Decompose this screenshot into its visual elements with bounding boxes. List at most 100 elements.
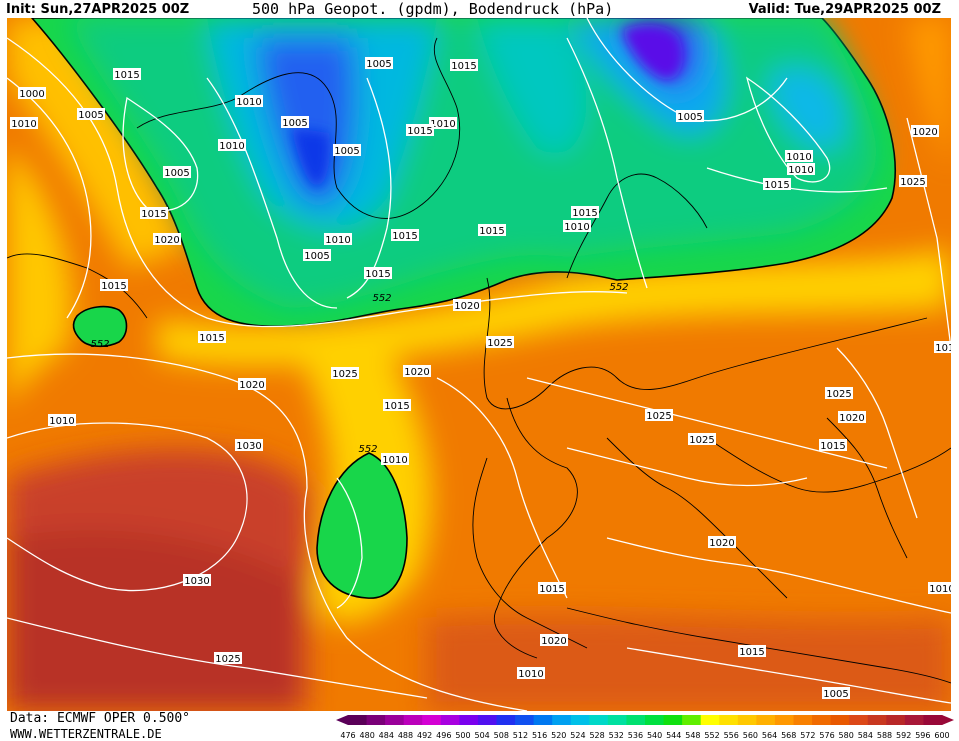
isobar-label: 1015 (478, 224, 506, 237)
colorbar-swatch (774, 715, 794, 725)
colorbar-tick-label: 592 (896, 731, 911, 740)
colorbar-tick-label: 532 (609, 731, 624, 740)
colorbar-tick-label: 476 (340, 731, 355, 740)
geopotential-label: 552 (358, 444, 377, 455)
isobar-label: 1010 (10, 117, 38, 130)
colorbar-tick-label: 500 (455, 731, 470, 740)
isobar-label: 1015 (763, 178, 791, 191)
svg-text:1015: 1015 (539, 584, 564, 595)
colorbar-tick-label: 556 (724, 731, 739, 740)
isobar-label: 1000 (18, 87, 46, 100)
isobar-label: 1015 (406, 124, 434, 137)
svg-text:1010: 1010 (325, 235, 350, 246)
isobar-label: 1005 (303, 249, 331, 262)
colorbar-swatch (496, 715, 516, 725)
svg-text:1005: 1005 (282, 118, 307, 129)
colorbar-tick-label: 568 (781, 731, 796, 740)
svg-text:1020: 1020 (912, 127, 937, 138)
isobar-label: 1015 (198, 331, 226, 344)
svg-text:1015: 1015 (820, 441, 845, 452)
colorbar-swatches (336, 715, 954, 725)
isobar-label: 1005 (676, 110, 704, 123)
svg-text:1025: 1025 (689, 435, 714, 446)
colorbar-swatch (533, 715, 553, 725)
svg-text:1010: 1010 (564, 222, 589, 233)
colorbar-swatch (403, 715, 423, 725)
isobar-label: 1025 (214, 652, 242, 665)
colorbar-tick-label: 536 (628, 731, 643, 740)
svg-text:1005: 1005 (334, 146, 359, 157)
svg-text:1010: 1010 (929, 584, 951, 595)
isobar-label: 1020 (708, 536, 736, 549)
colorbar-swatch (904, 715, 924, 725)
svg-text:1015: 1015 (365, 269, 390, 280)
isobar-label: 1010 (787, 163, 815, 176)
isobar-label: 1020 (838, 411, 866, 424)
colorbar-swatch (867, 715, 887, 725)
colorbar-swatch (459, 715, 479, 725)
geopotential-label: 552 (90, 339, 109, 350)
svg-text:1010: 1010 (430, 119, 455, 130)
svg-text:1010: 1010 (49, 416, 74, 427)
isobar-label: 1010 (563, 220, 591, 233)
svg-text:1020: 1020 (454, 301, 479, 312)
colorbar-tick-label: 528 (589, 731, 604, 740)
isobar-label: 1005 (333, 144, 361, 157)
isobar-label: 1015 (571, 206, 599, 219)
colorbar-tick-labels: 476 480 484 488 492 496 500 504 508 512 516 520 524 5… (340, 731, 949, 740)
map-title: 500 hPa Geopot. (gpdm), Bodendruck (hPa) (252, 0, 614, 18)
svg-text:1025: 1025 (487, 338, 512, 349)
svg-text:1020: 1020 (404, 367, 429, 378)
isobar-label: 1025 (899, 175, 927, 188)
colorbar-tick-label: 504 (474, 731, 489, 740)
isobar-label: 1025 (688, 433, 716, 446)
colorbar-tick-label: 488 (398, 731, 413, 740)
colorbar-min-arrow (336, 715, 348, 725)
colorbar-swatch (570, 715, 590, 725)
svg-text:1005: 1005 (78, 110, 103, 121)
svg-text:1015: 1015 (739, 647, 764, 658)
colorbar-tick-label: 524 (570, 731, 585, 740)
colorbar-swatch (886, 715, 906, 725)
colorbar-tick-label: 564 (762, 731, 777, 740)
isobar-label: 1010 (48, 414, 76, 427)
colorbar-swatch (923, 715, 943, 725)
colorbar-tick-label: 584 (858, 731, 873, 740)
isobar-label: 1010 (381, 453, 409, 466)
colorbar-swatch (589, 715, 609, 725)
isobar-label: 1010 (429, 117, 457, 130)
geopotential-labels: 552 552 552 552 (90, 282, 628, 455)
website-label: WWW.WETTERZENTRALE.DE (10, 727, 162, 741)
contour-552-ireland-area (72, 305, 128, 348)
colorbar-swatch (737, 715, 757, 725)
svg-text:1015: 1015 (141, 209, 166, 220)
isobar-label: 1005 (163, 166, 191, 179)
colorbar-swatch (607, 715, 627, 725)
svg-text:1020: 1020 (839, 413, 864, 424)
svg-text:1005: 1005 (164, 168, 189, 179)
colorbar-tick-label: 600 (934, 731, 949, 740)
colorbar-tick-label: 588 (877, 731, 892, 740)
isobar-label: 1015 (100, 279, 128, 292)
isobar-label: 1015 (113, 68, 141, 81)
svg-text:1015: 1015 (451, 61, 476, 72)
forecast-map: 1015 1000 1010 1005 1010 1005 1015 1005 1010 1005… (7, 18, 951, 711)
colorbar-swatch (700, 715, 720, 725)
svg-text:1015: 1015 (407, 126, 432, 137)
svg-text:1025: 1025 (332, 369, 357, 380)
geopotential-shading (7, 18, 951, 711)
isobar-label: 1015 (450, 59, 478, 72)
isobar-label: 1030 (183, 574, 211, 587)
svg-text:1015: 1015 (572, 208, 597, 219)
colorbar-swatch (849, 715, 869, 725)
svg-text:1010: 1010 (518, 669, 543, 680)
svg-text:1010: 1010 (219, 141, 244, 152)
isobar-label: 1015 (819, 439, 847, 452)
isobar-label: 1020 (153, 233, 181, 246)
svg-text:1010: 1010 (788, 165, 813, 176)
colorbar-tick-label: 496 (436, 731, 451, 740)
colorbar-tick-label: 596 (915, 731, 930, 740)
colorbar-tick-label: 480 (360, 731, 375, 740)
svg-text:1030: 1030 (184, 576, 209, 587)
